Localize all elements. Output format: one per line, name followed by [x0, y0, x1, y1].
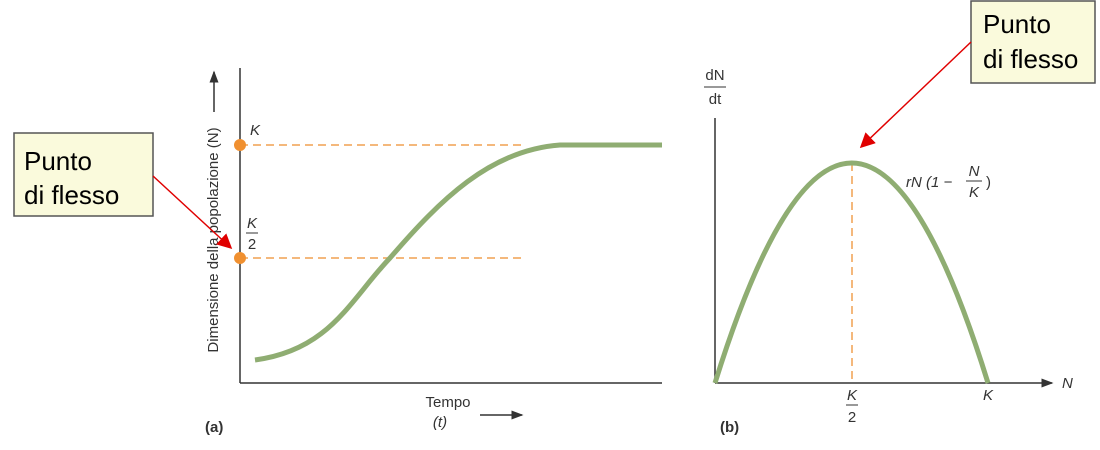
formula-prefix: rN (1 − — [906, 174, 953, 191]
callout-arrow — [152, 175, 233, 250]
formula-suffix: ) — [986, 174, 991, 191]
k-label: K — [983, 387, 994, 404]
y-axis-label: Dimensione della popolazione (N) — [205, 127, 222, 352]
callout-line: di flesso — [24, 180, 119, 210]
half-k-num: K — [247, 215, 258, 232]
parabola — [712, 160, 991, 384]
x-axis-label: N — [1062, 375, 1073, 392]
callout-box — [970, 0, 1096, 84]
half-k-den: 2 — [848, 409, 856, 426]
half-k-num: K — [847, 387, 858, 404]
panel-b: dN dt rN (1 − N K ) K 2 K N (b) — [704, 67, 1073, 436]
logistic-curve — [254, 142, 662, 363]
callout: Punto di flesso — [859, 0, 1096, 149]
x-axis-symbol: (t) — [433, 414, 447, 431]
callout: Punto di flesso — [13, 132, 233, 250]
y-den: dt — [709, 91, 722, 108]
half-k-dot — [234, 252, 246, 264]
callout-line: Punto — [983, 9, 1051, 39]
k-dot — [234, 139, 246, 151]
y-num: dN — [705, 67, 724, 84]
callout-line: Punto — [24, 146, 92, 176]
callout-box — [13, 132, 154, 217]
callout-line: di flesso — [983, 44, 1078, 74]
k-label: K — [250, 122, 261, 139]
formula-num: N — [969, 163, 980, 180]
half-k-den: 2 — [248, 236, 256, 253]
formula-den: K — [969, 184, 980, 201]
callout-arrow — [859, 41, 972, 149]
panel-a: K K 2 Dimensione della popolazione (N) T… — [205, 68, 662, 436]
panel-label: (a) — [205, 419, 223, 436]
x-axis-label: Tempo — [425, 394, 470, 411]
panel-label: (b) — [720, 419, 739, 436]
